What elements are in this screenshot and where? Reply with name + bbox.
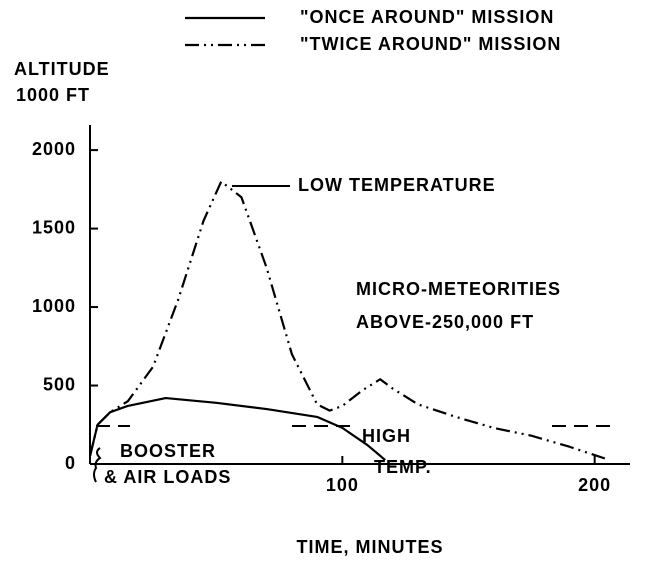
annotation: ABOVE-250,000 FT bbox=[356, 312, 534, 332]
y-tick-label: 1000 bbox=[32, 296, 76, 316]
y-axis-label: 1000 FT bbox=[16, 85, 90, 105]
y-tick-label: 0 bbox=[65, 453, 76, 473]
line bbox=[88, 180, 608, 461]
annotation: BOOSTER bbox=[120, 441, 216, 461]
annotation: MICRO-METEORITIES bbox=[356, 279, 561, 299]
x-tick-label: 200 bbox=[578, 475, 611, 495]
annotation: LOW TEMPERATURE bbox=[298, 175, 496, 195]
legend-label: "ONCE AROUND" MISSION bbox=[300, 7, 554, 27]
brace bbox=[93, 447, 102, 483]
y-axis-label: ALTITUDE bbox=[14, 59, 110, 79]
x-axis-label: TIME, MINUTES bbox=[297, 537, 444, 557]
x-tick-label: 100 bbox=[326, 475, 359, 495]
annotation: & AIR LOADS bbox=[104, 467, 231, 487]
y-tick-label: 500 bbox=[43, 374, 76, 394]
y-tick-label: 2000 bbox=[32, 139, 76, 159]
y-tick-label: 1500 bbox=[32, 217, 76, 237]
legend-label: "TWICE AROUND" MISSION bbox=[300, 34, 561, 54]
annotation: TEMP. bbox=[374, 457, 432, 477]
annotation: HIGH bbox=[362, 426, 411, 446]
